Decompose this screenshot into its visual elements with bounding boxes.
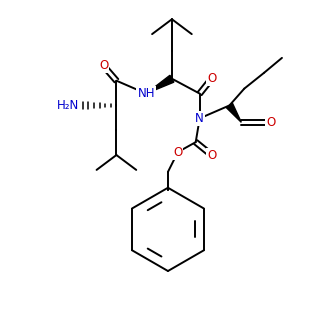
Text: NH: NH — [137, 87, 155, 100]
Polygon shape — [146, 75, 174, 93]
Text: O: O — [99, 59, 108, 72]
Text: N: N — [195, 112, 204, 125]
Text: H₂N: H₂N — [56, 99, 79, 112]
Text: O: O — [207, 72, 216, 85]
Polygon shape — [226, 103, 241, 122]
Text: O: O — [207, 149, 216, 162]
Text: O: O — [266, 116, 276, 129]
Text: O: O — [173, 146, 183, 159]
